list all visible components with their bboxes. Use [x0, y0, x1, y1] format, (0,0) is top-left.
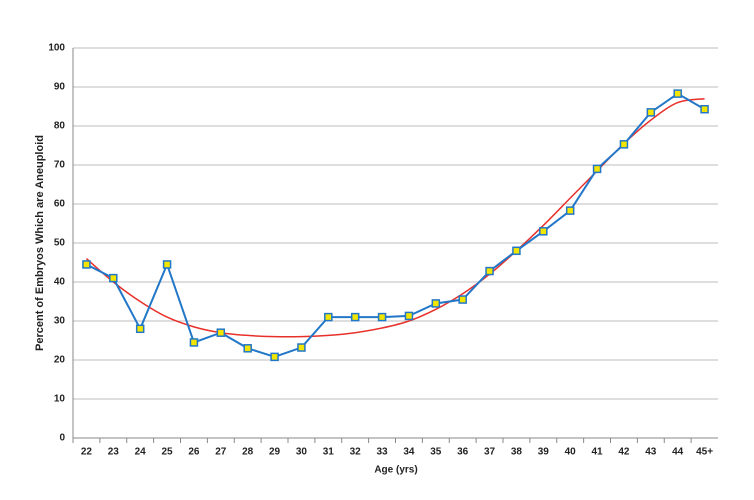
- y-tick-label: 40: [54, 277, 66, 288]
- marker: [619, 140, 629, 149]
- y-tick-label: 50: [54, 238, 66, 249]
- x-tick-label: 43: [645, 447, 657, 458]
- y-axis-label: Percent of Embryos Which are Aneuploid: [34, 135, 46, 351]
- marker: [297, 343, 306, 352]
- marker: [350, 312, 360, 322]
- x-tick-label: 24: [135, 447, 147, 458]
- x-tick-label: 36: [457, 447, 469, 458]
- x-tick-label: 25: [162, 447, 174, 458]
- marker: [539, 227, 548, 236]
- marker: [700, 104, 709, 114]
- marker: [565, 206, 575, 215]
- x-tick-label: 35: [430, 447, 442, 458]
- x-tick-label: 30: [296, 447, 308, 458]
- marker: [646, 108, 656, 117]
- x-tick-label: 28: [242, 447, 254, 458]
- marker: [216, 328, 226, 337]
- marker: [404, 311, 414, 321]
- marker: [458, 295, 467, 304]
- y-tick-label: 90: [54, 82, 66, 93]
- x-tick-label: 45+: [696, 447, 713, 458]
- y-tick-label: 60: [54, 199, 66, 210]
- x-tick-label: 44: [672, 447, 684, 458]
- marker: [135, 324, 145, 334]
- marker: [82, 260, 91, 269]
- y-tick-label: 10: [54, 394, 66, 405]
- y-tick-label: 0: [59, 433, 65, 444]
- data-line: [85, 92, 706, 358]
- x-tick-label: 41: [592, 447, 604, 458]
- x-tick-label: 40: [565, 447, 577, 458]
- x-tick-label: 34: [403, 447, 415, 458]
- x-tick-label: 39: [538, 447, 550, 458]
- x-tick-label: 32: [350, 447, 362, 458]
- marker: [592, 164, 602, 174]
- x-tick-label: 26: [188, 447, 200, 458]
- y-tick-label: 100: [48, 43, 65, 54]
- x-tick-label: 38: [511, 447, 523, 458]
- x-tick-label: 27: [215, 447, 227, 458]
- x-tick-label: 37: [484, 447, 496, 458]
- marker: [270, 352, 279, 362]
- x-tick-label: 33: [377, 447, 389, 458]
- y-tick-label: 80: [54, 121, 66, 132]
- y-tick-label: 20: [54, 355, 66, 366]
- x-axis-label: Age (yrs): [374, 465, 417, 476]
- marker: [189, 338, 199, 347]
- marker: [485, 266, 494, 276]
- x-tick-label: 42: [618, 447, 630, 458]
- marker: [512, 246, 521, 256]
- x-tick-label: 22: [81, 447, 93, 458]
- x-tick-label: 23: [108, 447, 120, 458]
- x-tick-label: 31: [323, 447, 335, 458]
- y-tick-label: 70: [54, 160, 66, 171]
- marker: [243, 344, 252, 353]
- marker: [431, 299, 441, 308]
- y-tick-label: 30: [54, 316, 66, 327]
- marker: [377, 312, 387, 322]
- marker: [109, 273, 118, 283]
- marker: [162, 260, 172, 269]
- x-tick-label: 29: [269, 447, 281, 458]
- marker: [324, 312, 333, 322]
- marker: [673, 89, 682, 98]
